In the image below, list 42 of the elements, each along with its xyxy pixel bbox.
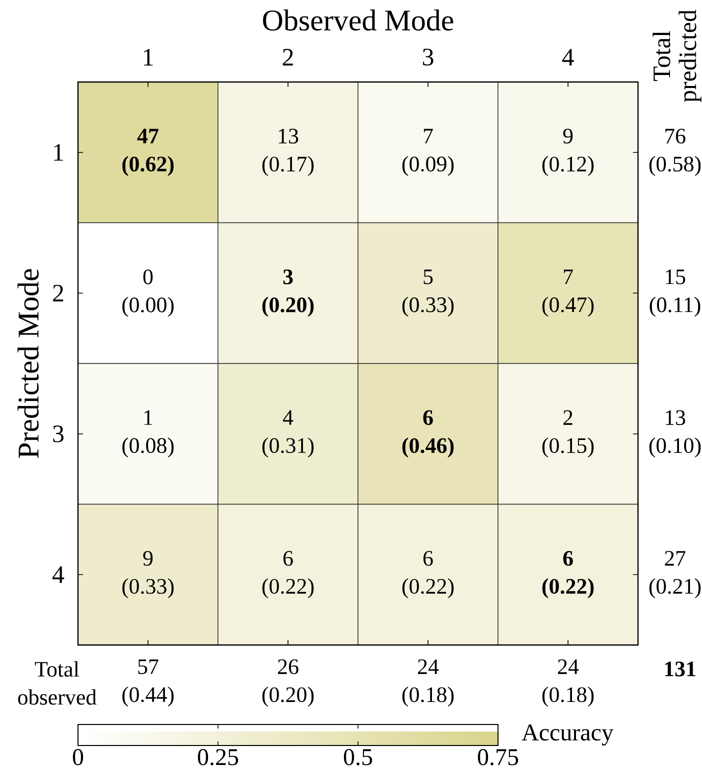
data-label: 9 (0.12) [542, 128, 594, 176]
color-bar-label: 0.25 [198, 749, 238, 766]
color-bar-title: Accuracy [522, 724, 614, 746]
data-label: 7 (0.47) [542, 270, 594, 317]
text: 24 (0.18) [542, 659, 594, 707]
y2-tick-label: 27 (0.21) [649, 551, 701, 598]
data-label: 7 (0.09) [402, 128, 454, 176]
data-label: 4 (0.31) [262, 410, 314, 458]
color-bar-label: 0.75 [478, 749, 518, 766]
y-axis-title: Predicted Mode [18, 269, 39, 458]
data-label: 47 (0.62) [122, 128, 174, 176]
y-tick-label: 1 [54, 144, 63, 161]
y2-tick-label: 13 (0.10) [649, 410, 701, 458]
text: 26 (0.20) [262, 659, 314, 707]
data-label: 9 (0.33) [122, 551, 174, 598]
x-tick-label: 1 [144, 48, 153, 66]
data-label: 6 (0.22) [542, 551, 594, 598]
text: 24 (0.18) [402, 659, 454, 707]
text: 57 (0.44) [122, 659, 174, 707]
y2-axis-title: Total predicted [652, 10, 702, 102]
y-tick-label: 2 [53, 284, 64, 302]
x-tick-label: 2 [282, 48, 293, 66]
text: Total observed [18, 661, 96, 705]
data-label: 13 (0.17) [262, 128, 314, 176]
text: 131 [665, 662, 696, 676]
y-tick-label: 4 [52, 566, 64, 583]
data-label: 6 (0.46) [402, 410, 454, 458]
y2-tick-label: 15 (0.11) [650, 270, 700, 317]
color-bar-label: 0 [72, 749, 84, 766]
x-tick-label: 3 [422, 48, 434, 66]
data-label: 6 (0.22) [262, 551, 314, 598]
data-label: 5 (0.33) [402, 270, 454, 317]
x-axis-title: Observed Mode [263, 10, 454, 31]
data-label: 0 (0.00) [122, 269, 174, 317]
data-label: 2 (0.15) [542, 410, 594, 458]
y2-tick-label: 76 (0.58) [649, 128, 701, 176]
data-label: 1 (0.08) [122, 410, 174, 458]
y-tick-label: 3 [53, 425, 64, 442]
x-tick-label: 4 [562, 49, 574, 66]
color-bar-label: 0.5 [344, 749, 372, 766]
data-label: 3 (0.20) [262, 270, 314, 317]
data-label: 6 (0.22) [402, 551, 454, 598]
